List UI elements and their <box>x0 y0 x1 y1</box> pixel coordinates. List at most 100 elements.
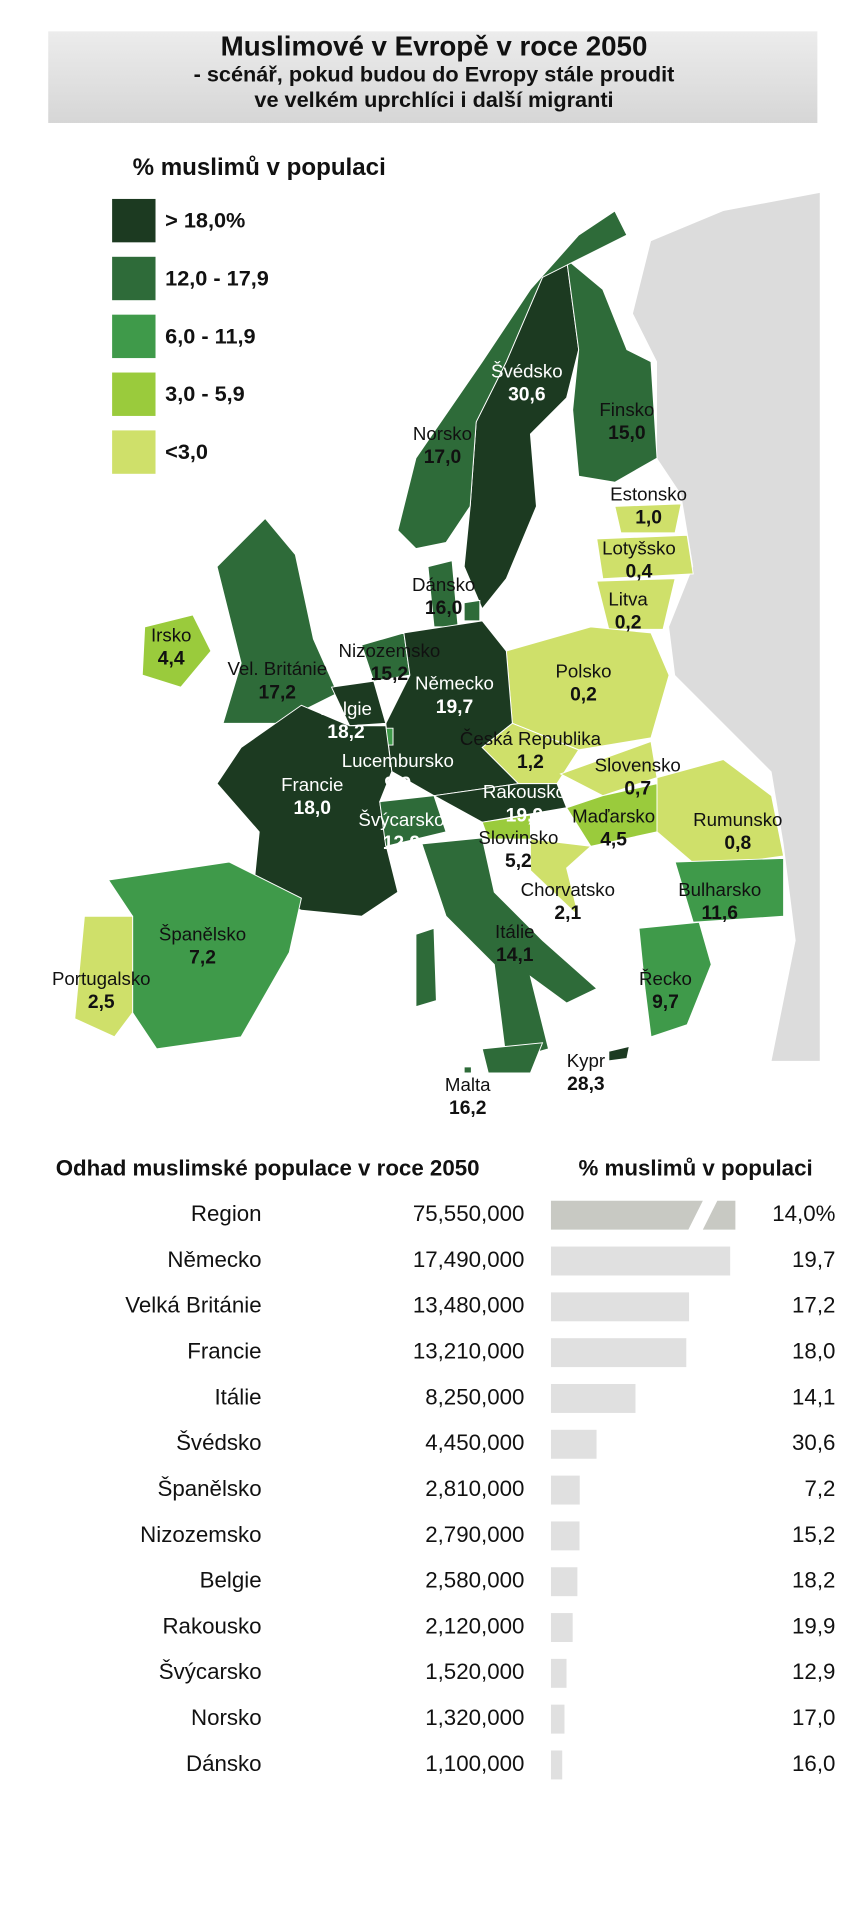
country-value: 4,4 <box>158 649 185 670</box>
country-name: Řecko <box>639 968 692 989</box>
country-value: 18,0 <box>293 798 331 819</box>
country-name: Finsko <box>599 399 654 420</box>
value-label: 2,580,000 <box>425 1568 524 1593</box>
country-value: 0,7 <box>624 779 651 800</box>
country-name: Slovensko <box>595 755 681 776</box>
legend-swatch <box>112 314 156 359</box>
country-value: 16,2 <box>449 1098 487 1119</box>
country <box>674 857 785 923</box>
country-name: Švédsko <box>491 360 563 381</box>
bar <box>550 1475 580 1505</box>
share-label: 12,9 <box>792 1659 835 1684</box>
share-label: 19,9 <box>792 1613 835 1638</box>
value-label: 13,210,000 <box>413 1339 525 1364</box>
bar <box>550 1429 597 1459</box>
legend-title: % muslimů v populaci <box>133 154 386 181</box>
country-name: Německo <box>415 673 494 694</box>
legend-label: 12,0 - 17,9 <box>165 265 269 290</box>
country <box>608 1045 630 1062</box>
country-value: 11,6 <box>701 903 738 924</box>
map: Švédsko 30,6 Finsko 15,0 Norsko 17,0 Estonsko 1… <box>52 192 820 1119</box>
country <box>481 1042 544 1074</box>
country-name: Maďarsko <box>572 805 655 826</box>
legend: > 18,0% 12,0 - 17,9 6,0 - 11,9 3,0 - 5,9 <3,… <box>112 198 269 474</box>
legend-label: 6,0 - 11,9 <box>165 323 255 348</box>
country-value: 19,9 <box>506 805 544 826</box>
share-label: 18,2 <box>792 1568 835 1593</box>
country-value: 2,5 <box>88 992 115 1013</box>
share-label: 14,0% <box>772 1201 835 1226</box>
country <box>397 210 628 550</box>
country-value: 19,7 <box>436 697 473 718</box>
country-name: Estonsko <box>610 483 687 504</box>
value-label: 8,250,000 <box>425 1384 524 1409</box>
value-label: 13,480,000 <box>413 1293 525 1318</box>
bar <box>550 1567 578 1597</box>
country-value: 7,2 <box>189 948 216 969</box>
country-name: Nizozemsko <box>339 640 441 661</box>
legend-swatch <box>112 430 156 474</box>
share-label: 7,2 <box>804 1476 835 1501</box>
country-name: Polsko <box>555 661 611 682</box>
country-value: 17,0 <box>424 447 462 468</box>
country-value: 14,1 <box>496 945 534 966</box>
country-name: Švýcarsko <box>358 809 444 830</box>
row-label: Itálie <box>214 1384 261 1409</box>
country-value: 1,0 <box>635 507 662 528</box>
country-value: 5,2 <box>505 851 532 872</box>
country <box>565 258 658 483</box>
bar-break <box>702 1200 736 1230</box>
share-label: 19,7 <box>792 1247 835 1272</box>
country-name: Belgie <box>320 698 372 719</box>
share-label: 18,0 <box>792 1339 835 1364</box>
country-value: 0,8 <box>724 833 751 854</box>
bar <box>550 1200 703 1230</box>
bar <box>550 1246 731 1276</box>
bar <box>550 1338 687 1368</box>
country-value: 0,4 <box>626 562 653 583</box>
country-value: 2,1 <box>554 903 581 924</box>
country <box>481 722 580 785</box>
country-name: Itálie <box>495 921 534 942</box>
row-label: Německo <box>167 1247 261 1272</box>
country <box>432 783 568 823</box>
row-label: Velká Británie <box>125 1293 261 1318</box>
country-name: Litva <box>608 588 648 609</box>
bar <box>550 1658 567 1688</box>
country <box>638 921 712 1038</box>
row-label: Norsko <box>191 1705 262 1730</box>
country <box>141 614 212 688</box>
row-label: Francie <box>187 1339 261 1364</box>
row-label: Belgie <box>200 1568 262 1593</box>
country-name: Malta <box>445 1074 491 1095</box>
bar <box>550 1613 573 1642</box>
value-label: 2,790,000 <box>425 1522 524 1547</box>
country-name: Portugalsko <box>52 968 151 989</box>
value-label: 4,450,000 <box>425 1430 524 1455</box>
country-name: Lotyšsko <box>602 538 676 559</box>
country-name: Kypr <box>567 1050 605 1071</box>
country <box>596 578 676 630</box>
country-name: Bulharsko <box>678 879 761 900</box>
table-title: Odhad muslimské populace v roce 2050 <box>56 1155 480 1180</box>
country-value: 15,2 <box>371 664 409 685</box>
country-name: Slovinsko <box>478 827 558 848</box>
value-label: 2,120,000 <box>425 1613 524 1638</box>
country <box>529 838 592 918</box>
country-value: 0,2 <box>570 685 597 706</box>
country <box>596 534 694 580</box>
value-label: 1,100,000 <box>425 1751 524 1776</box>
legend-label: 3,0 - 5,9 <box>165 381 245 406</box>
legend-swatch <box>112 256 156 301</box>
country-value: 1,2 <box>517 752 544 773</box>
share-label: 16,0 <box>792 1751 835 1776</box>
country <box>656 758 785 869</box>
country <box>74 915 134 1038</box>
country-value: 18,2 <box>327 722 364 743</box>
share-label: 17,0 <box>792 1705 835 1730</box>
country <box>463 599 481 622</box>
legend-swatch <box>112 198 156 243</box>
country-name: Dánsko <box>412 574 475 595</box>
country-value: 30,6 <box>508 385 546 406</box>
country-value: 0,2 <box>615 612 642 633</box>
